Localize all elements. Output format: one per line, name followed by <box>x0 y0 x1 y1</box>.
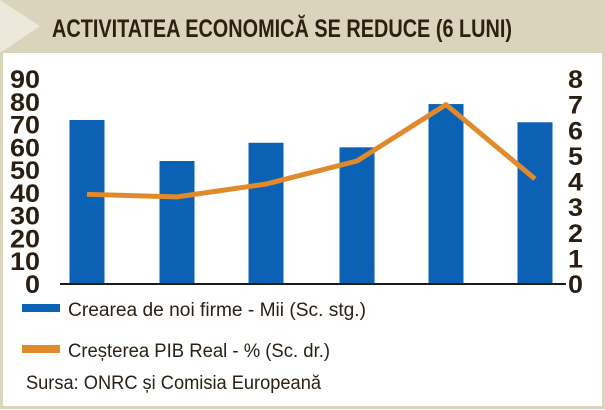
line-series-pib <box>86 102 537 200</box>
left-axis-tick-label: 90 <box>10 66 40 94</box>
left-axis-tick-label: 50 <box>10 157 40 185</box>
right-axis-tick-label: 1 <box>568 245 583 273</box>
title-notch <box>0 0 40 53</box>
left-axis-tick-label: 40 <box>10 180 40 208</box>
left-axis-tick-label: 70 <box>10 112 40 140</box>
source-note: Sursa: ONRC și Comisia Europeană <box>26 373 321 394</box>
right-axis-tick-label: 5 <box>568 143 583 171</box>
left-axis-tick-label: 60 <box>10 134 40 162</box>
left-axis-tick-label: 10 <box>10 248 40 276</box>
right-axis-tick-label: 7 <box>568 92 583 120</box>
left-axis-tick-label: 20 <box>10 225 40 253</box>
right-axis-tick-label: 0 <box>568 271 583 299</box>
left-axis-tick-label: 80 <box>10 89 40 117</box>
bar-firme <box>339 147 375 284</box>
chart-title: ACTIVITATEA ECONOMICĂ SE REDUCE (6 LUNI) <box>52 14 512 43</box>
legend-swatch-line <box>22 345 60 353</box>
legend-label-line: Creșterea PIB Real - % (Sc. dr.) <box>68 341 330 362</box>
title-band <box>0 0 605 53</box>
right-axis-tick-label: 3 <box>568 194 583 222</box>
bar-firme <box>428 104 464 284</box>
legend: Crearea de noi firme - Mii (Sc. stg.) Cr… <box>22 300 366 362</box>
left-axis-tick-label: 0 <box>25 271 40 299</box>
legend-label-bar: Crearea de noi firme - Mii (Sc. stg.) <box>68 300 366 321</box>
bar-firme <box>248 142 284 284</box>
right-axis-tick-label: 8 <box>568 66 583 94</box>
bar-firme <box>159 161 195 284</box>
right-axis-tick-label: 2 <box>568 220 583 248</box>
legend-swatch-bar <box>22 304 60 312</box>
right-axis-tick-label: 6 <box>568 117 583 145</box>
right-axis-tick-label: 4 <box>568 169 583 197</box>
bar-firme <box>69 120 105 284</box>
bar-firme <box>517 122 553 285</box>
left-axis-tick-label: 30 <box>10 203 40 231</box>
